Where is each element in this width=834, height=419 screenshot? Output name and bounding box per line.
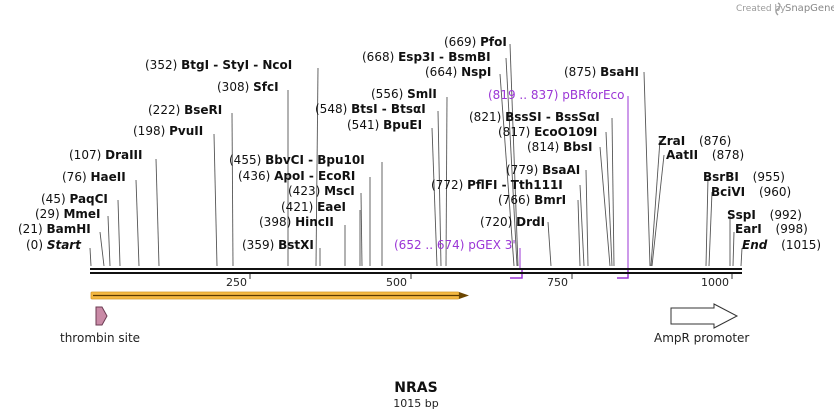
tick-750: 750 (547, 276, 568, 289)
site-bbsi[interactable]: (814) BbsI (527, 140, 592, 154)
site-apoi-ecori[interactable]: (436) ApoI - EcoRI (238, 169, 355, 183)
site-eari[interactable]: EarI (998) (735, 222, 808, 236)
site-bcivi[interactable]: BciVI (960) (711, 185, 791, 199)
tick-500: 500 (386, 276, 407, 289)
site-esp3i-bsmbi[interactable]: (668) Esp3I - BsmBI (362, 50, 491, 64)
site-bamhi[interactable]: (21) BamHI (18, 222, 91, 236)
site-aatii[interactable]: AatII (878) (666, 148, 744, 162)
bottom-strand (90, 272, 742, 274)
tick-250: 250 (226, 276, 247, 289)
snapgene-logo-icon (775, 2, 781, 16)
site-btgi-styi-ncoi[interactable]: (352) BtgI - StyI - NcoI (145, 58, 292, 72)
site-pflfi-tth111i[interactable]: (772) PflFI - Tth111I (431, 178, 563, 192)
ruler: 250 500 750 1000 (226, 274, 733, 289)
snapgene-brand-text: SnapGene (785, 3, 834, 14)
site-zrai[interactable]: ZraI (876) (658, 134, 731, 148)
primer-pgex3-label[interactable]: (652 .. 674) pGEX 3' (394, 238, 516, 252)
site-bbvci-bpu10i[interactable]: (455) BbvCI - Bpu10I (229, 153, 365, 167)
site-end[interactable]: End (1015) (742, 238, 821, 252)
site-ecoo109i[interactable]: (817) EcoO109I (498, 125, 597, 139)
primers: (652 .. 674) pGEX 3' (819 .. 837) pBRfor… (394, 88, 629, 279)
ampr-promoter-arrow-icon (670, 303, 739, 329)
site-pfoi[interactable]: (669) PfoI (444, 35, 507, 49)
site-bseri[interactable]: (222) BseRI (148, 103, 222, 117)
site-paqci[interactable]: (45) PaqCI (41, 192, 108, 206)
site-smli[interactable]: (556) SmlI (371, 87, 437, 101)
site-sspi[interactable]: SspI (992) (727, 208, 802, 222)
site-bsrbi[interactable]: BsrBI (955) (703, 170, 785, 184)
ampr-promoter-label: AmpR promoter (654, 331, 749, 345)
site-start[interactable]: (0) Start (26, 238, 82, 252)
map-length: 1015 bp (393, 397, 438, 410)
top-strand (90, 268, 742, 270)
site-drdi[interactable]: (720) DrdI (480, 215, 545, 229)
thrombin-site-icon (95, 306, 108, 326)
thrombin-site-label: thrombin site (60, 331, 140, 345)
site-leader-lines (89, 43, 743, 267)
site-msci[interactable]: (423) MscI (288, 184, 355, 198)
dna-backbone (90, 268, 742, 274)
feature-ampr-promoter[interactable]: AmpR promoter (654, 303, 749, 345)
branding: Created by SnapGene (736, 2, 834, 16)
primer-pbrforeco-label[interactable]: (819 .. 837) pBRforEco (488, 88, 624, 102)
site-bpuei[interactable]: (541) BpuEI (347, 118, 422, 132)
site-pvuii[interactable]: (198) PvuII (133, 124, 203, 138)
site-eaei[interactable]: (421) EaeI (281, 200, 346, 214)
created-by-text: Created by (736, 4, 786, 14)
restriction-site-labels: (0) Start (21) BamHI (29) MmeI (45) PaqC… (18, 35, 821, 252)
site-bstxi[interactable]: (359) BstXI (242, 238, 314, 252)
site-nspi[interactable]: (664) NspI (425, 65, 491, 79)
site-bsssi-bsssai[interactable]: (821) BssSI - BssSαI (469, 110, 600, 124)
map-title: NRAS (394, 380, 437, 396)
site-bsaai[interactable]: (779) BsaAI (506, 163, 580, 177)
site-sfci[interactable]: (308) SfcI (217, 80, 279, 94)
site-hincii[interactable]: (398) HincII (259, 215, 334, 229)
site-bmri[interactable]: (766) BmrI (498, 193, 566, 207)
feature-thrombin-site[interactable]: thrombin site (60, 306, 140, 345)
site-haeii[interactable]: (76) HaeII (62, 170, 126, 184)
site-mmei[interactable]: (29) MmeI (35, 207, 101, 221)
site-btsi-btsai[interactable]: (548) BtsI - BtsαI (315, 102, 426, 116)
tick-1000: 1000 (701, 276, 729, 289)
site-bsahi[interactable]: (875) BsaHI (564, 65, 639, 79)
orf-arrow[interactable] (90, 291, 469, 300)
site-draiii[interactable]: (107) DraIII (69, 148, 142, 162)
